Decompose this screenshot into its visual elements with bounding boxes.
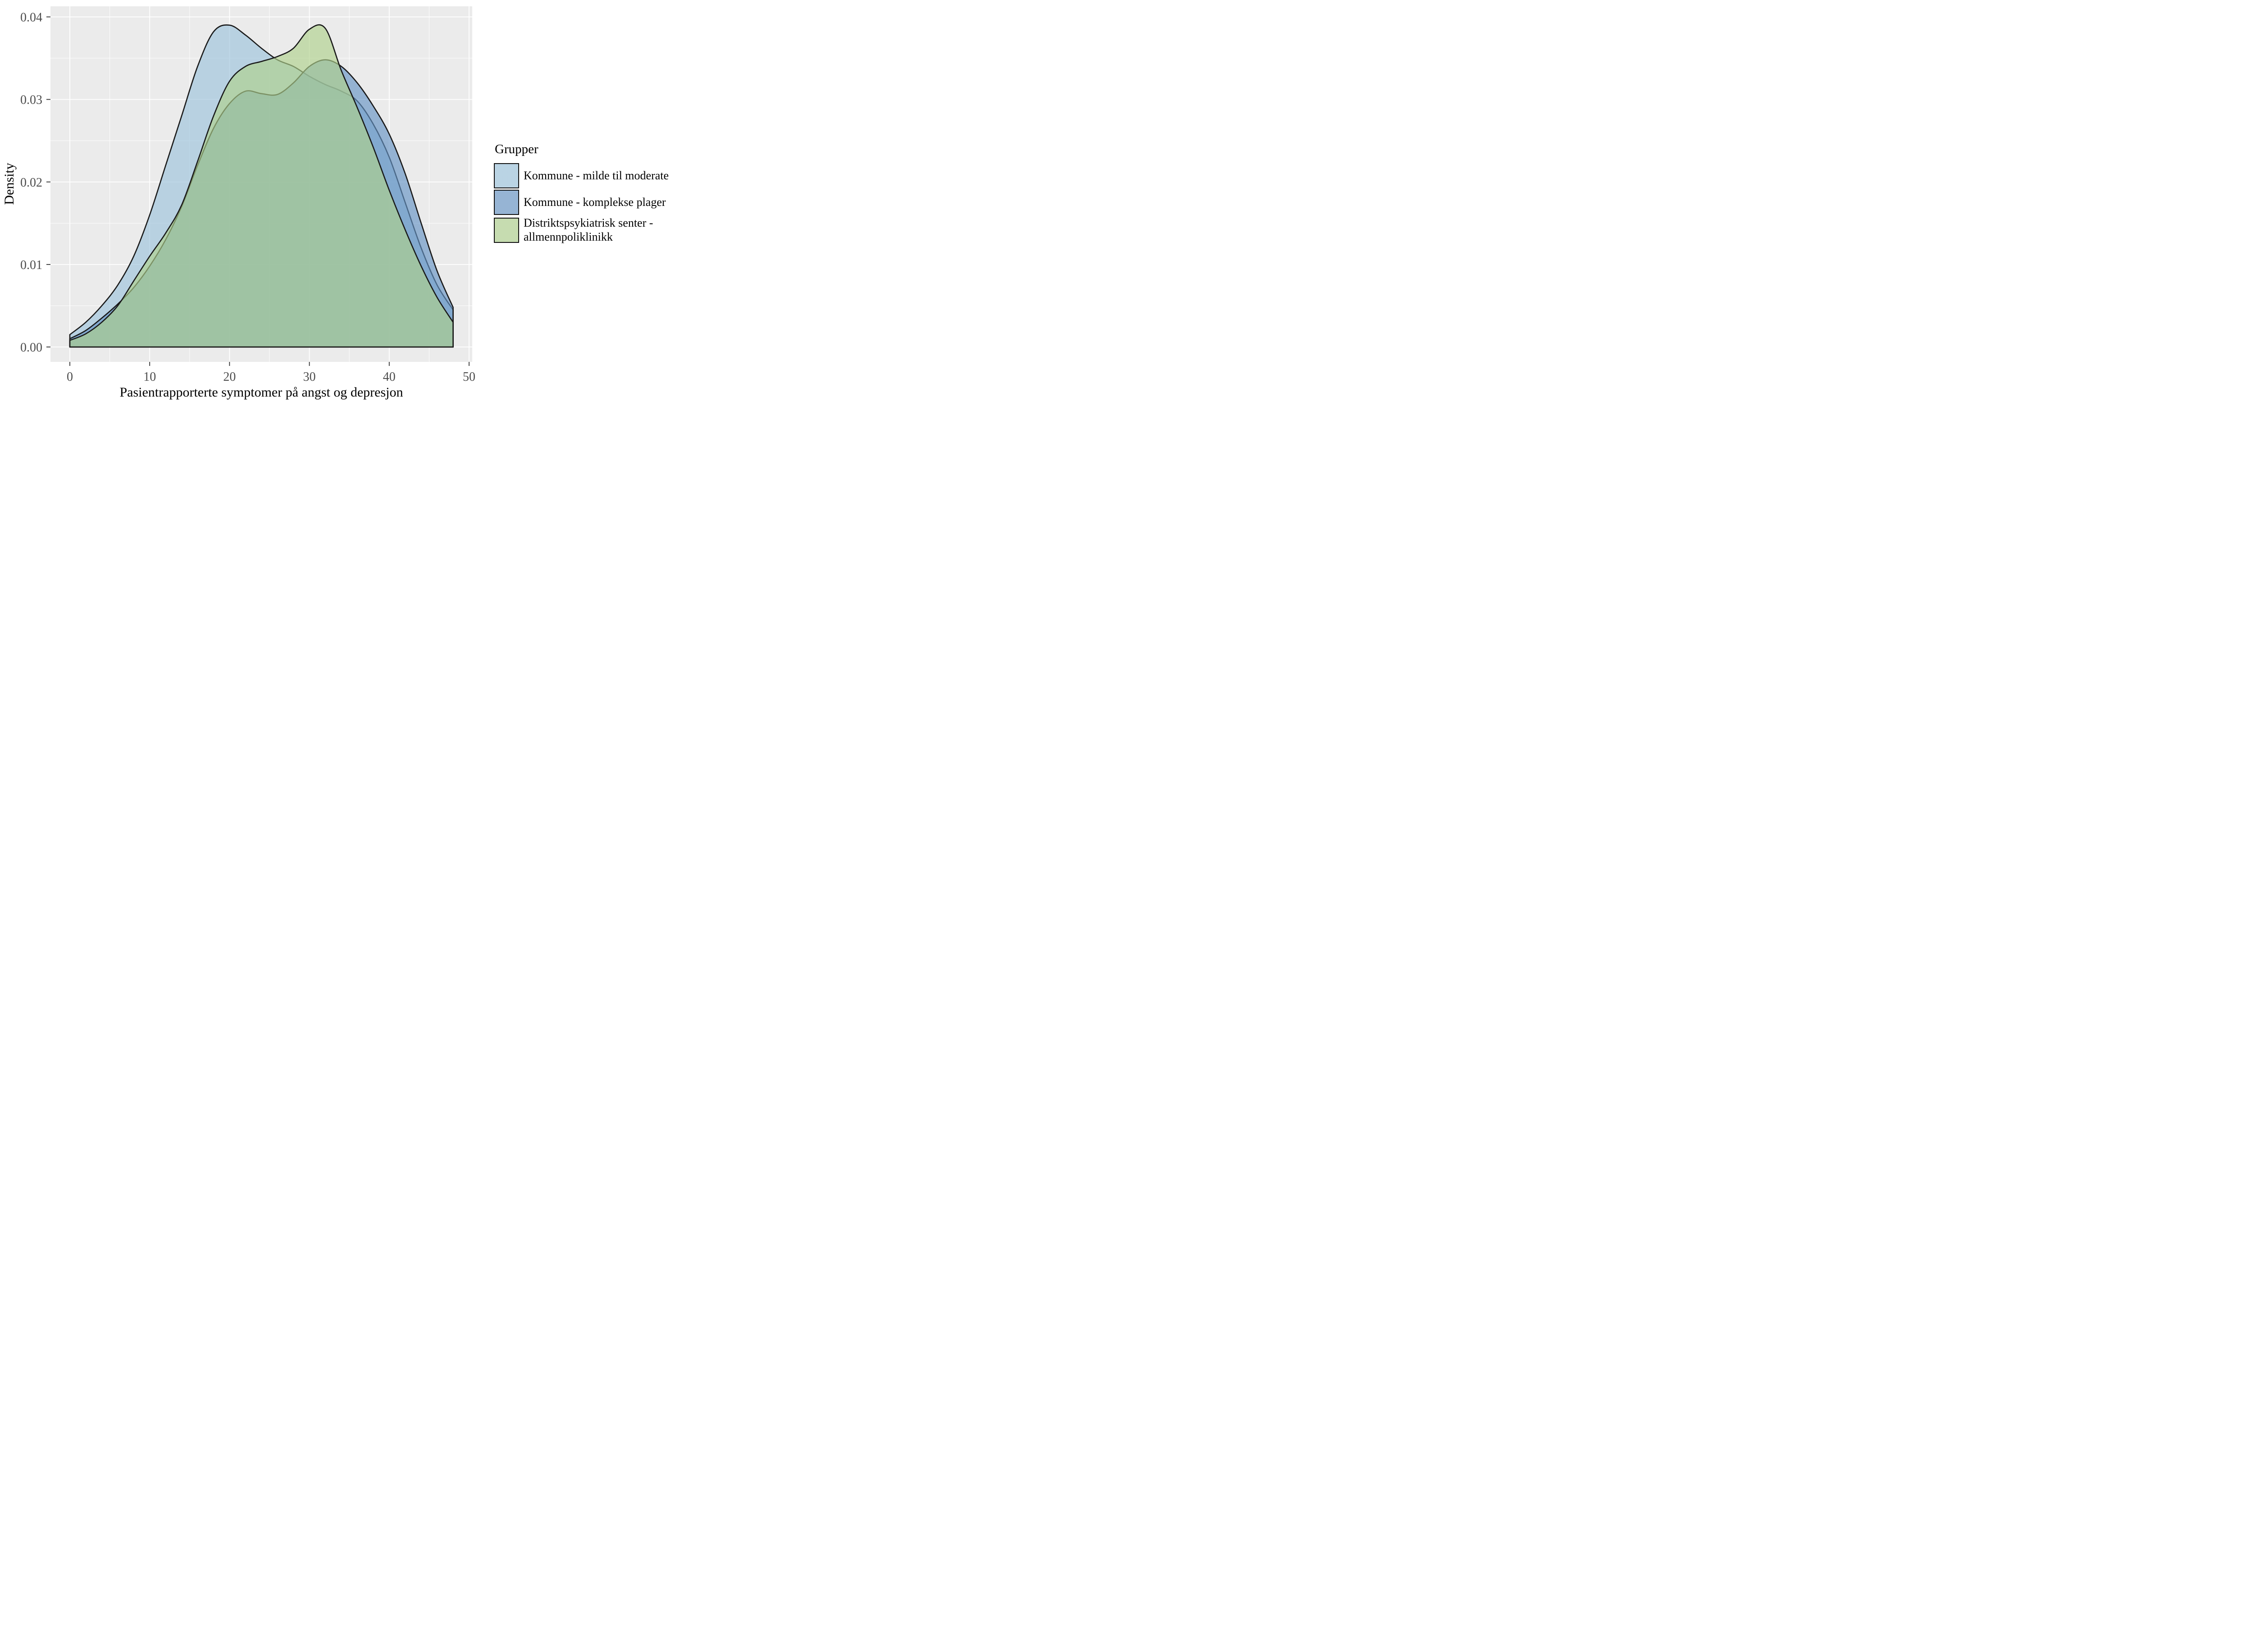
y-tick-label: 0.00 <box>20 341 42 355</box>
legend-key-label: Distriktspsykiatrisk senter - allmennpol… <box>524 216 653 243</box>
x-tick-label: 30 <box>303 370 316 384</box>
y-axis-tick-labels: 0.00 0.01 0.02 0.03 0.04 <box>20 11 42 355</box>
legend-key-swatch <box>494 163 519 188</box>
legend-items: Kommune - milde til moderate Kommune - ko… <box>494 163 669 244</box>
y-axis-title: Density <box>2 163 17 205</box>
legend: Grupper Kommune - milde til moderate Komm… <box>490 0 676 413</box>
x-tick-label: 50 <box>463 370 475 384</box>
legend-key-label: Kommune - milde til moderate <box>524 169 669 182</box>
legend-title: Grupper <box>495 142 538 156</box>
y-tick-label: 0.03 <box>20 93 42 107</box>
density-plot-figure: 0 10 20 30 40 50 0.00 0.01 0.02 0.03 0.04 Pasient… <box>0 0 676 413</box>
x-axis-title: Pasientrapporterte symptomer på angst og… <box>119 385 403 400</box>
y-tick-label: 0.04 <box>20 11 42 25</box>
x-axis-tick-labels: 0 10 20 30 40 50 <box>67 370 475 384</box>
density-areas <box>69 24 454 348</box>
legend-item: Kommune - milde til moderate <box>494 163 669 188</box>
axis-tick-marks <box>46 16 470 366</box>
legend-key-label: Kommune - komplekse plager <box>524 195 666 209</box>
legend-key-swatch <box>494 217 519 243</box>
x-tick-label: 10 <box>143 370 156 384</box>
x-tick-label: 20 <box>223 370 236 384</box>
x-tick-label: 40 <box>383 370 396 384</box>
y-tick-label: 0.02 <box>20 176 42 190</box>
x-tick-label: 0 <box>67 370 73 384</box>
y-tick-label: 0.01 <box>20 258 42 272</box>
density-curve <box>69 24 454 348</box>
legend-item: Distriktspsykiatrisk senter - allmennpol… <box>494 216 669 244</box>
density-plot: 0 10 20 30 40 50 0.00 0.01 0.02 0.03 0.04 Pasient… <box>2 6 475 400</box>
legend-box: Grupper Kommune - milde til moderate Komm… <box>494 142 669 245</box>
legend-item: Kommune - komplekse plager <box>494 190 669 215</box>
legend-key-swatch <box>494 190 519 215</box>
